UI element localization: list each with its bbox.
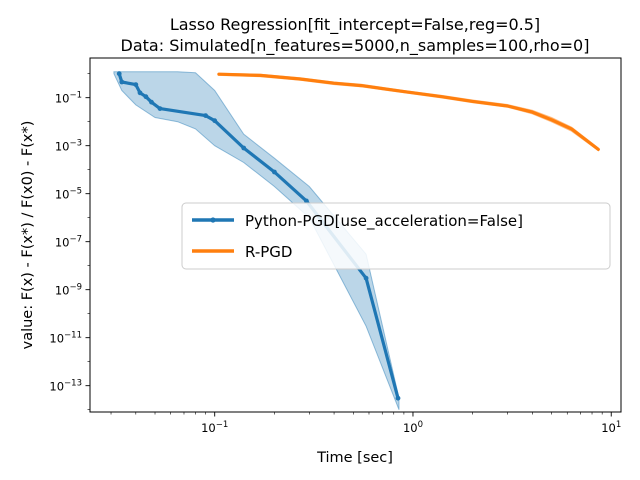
data-point-python-pgd (363, 275, 369, 281)
x-tick-label: 10−1 (201, 420, 228, 435)
y-tick-label: 10−9 (55, 283, 82, 298)
data-point-python-pgd (143, 94, 149, 100)
chart-title-line-2: Data: Simulated[n_features=5000,n_sample… (121, 36, 590, 56)
data-point-python-pgd (272, 169, 277, 175)
series-line-r-pgd (217, 72, 600, 151)
chart-title-line-1: Lasso Regression[fit_intercept=False,reg… (170, 15, 540, 35)
plot-frame (89, 57, 622, 413)
x-axis-label: Time [sec] (316, 450, 393, 466)
y-tick-label: 10−5 (55, 187, 82, 202)
data-point-python-pgd (116, 71, 122, 77)
legend-marker-python-pgd (210, 217, 216, 223)
y-tick-label: 10−13 (49, 379, 82, 394)
legend-box (181, 202, 611, 270)
data-point-python-pgd (119, 79, 125, 85)
legend: Python-PGD[use_acceleration=False] R-PGD (181, 202, 611, 270)
data-point-python-pgd (395, 395, 401, 401)
data-point-python-pgd (241, 145, 247, 151)
data-point-python-pgd (149, 99, 154, 105)
data-point-python-pgd (137, 90, 143, 96)
series-lines (116, 71, 600, 401)
legend-label-python-pgd: Python-PGD[use_acceleration=False] (245, 212, 523, 231)
y-axis: 10−13 10−11 10−9 10−7 10−5 10−3 10−1 (49, 73, 90, 410)
legend-label-r-pgd: R-PGD (245, 243, 292, 261)
y-tick-label: 10−1 (55, 91, 82, 106)
x-tick-label: 101 (601, 420, 621, 435)
y-axis-label: value: F(x) - F(x*) / F(x0) - F(x*) (20, 121, 36, 350)
band-r-pgd (218, 72, 599, 152)
x-axis: 10−1 100 101 (110, 412, 621, 435)
data-point-python-pgd (157, 106, 163, 111)
x-tick-label: 100 (403, 420, 423, 435)
data-point-python-pgd (304, 198, 309, 204)
y-tick-label: 10−11 (49, 331, 82, 346)
y-tick-label: 10−7 (55, 235, 82, 250)
chart-title: Lasso Regression[fit_intercept=False,reg… (121, 15, 590, 56)
data-point-python-pgd (212, 118, 218, 124)
y-tick-label: 10−3 (55, 139, 82, 154)
data-point-python-pgd (133, 82, 139, 87)
data-point-python-pgd (203, 113, 209, 118)
